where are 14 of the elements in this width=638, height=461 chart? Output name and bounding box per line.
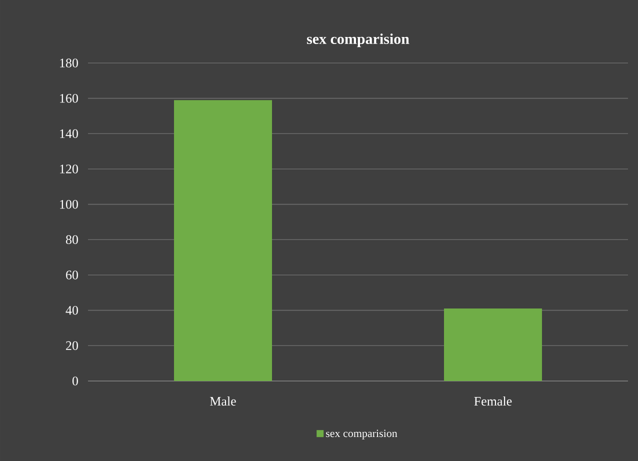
y-tick-label: 60 (66, 270, 78, 280)
y-tick-label: 100 (60, 200, 78, 209)
y-tick-label: 80 (66, 235, 78, 244)
legend-label: sex comparision (326, 430, 398, 440)
x-tick-label: Female (474, 396, 512, 406)
x-tick-label: Male (210, 396, 236, 406)
y-tick-label: 140 (60, 129, 78, 138)
y-tick-label: 160 (60, 94, 78, 103)
y-tick-label: 40 (66, 306, 78, 315)
y-tick-label: 0 (72, 376, 78, 386)
y-tick-label: 120 (60, 164, 78, 174)
y-tick-label: 180 (60, 58, 78, 68)
y-tick-label: 20 (66, 341, 78, 350)
chart-title: sex comparision (307, 34, 410, 48)
